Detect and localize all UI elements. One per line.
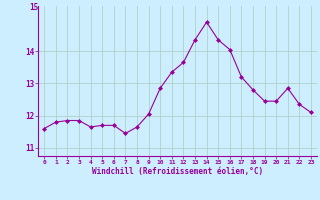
Text: 15: 15 <box>29 3 38 12</box>
X-axis label: Windchill (Refroidissement éolien,°C): Windchill (Refroidissement éolien,°C) <box>92 167 263 176</box>
